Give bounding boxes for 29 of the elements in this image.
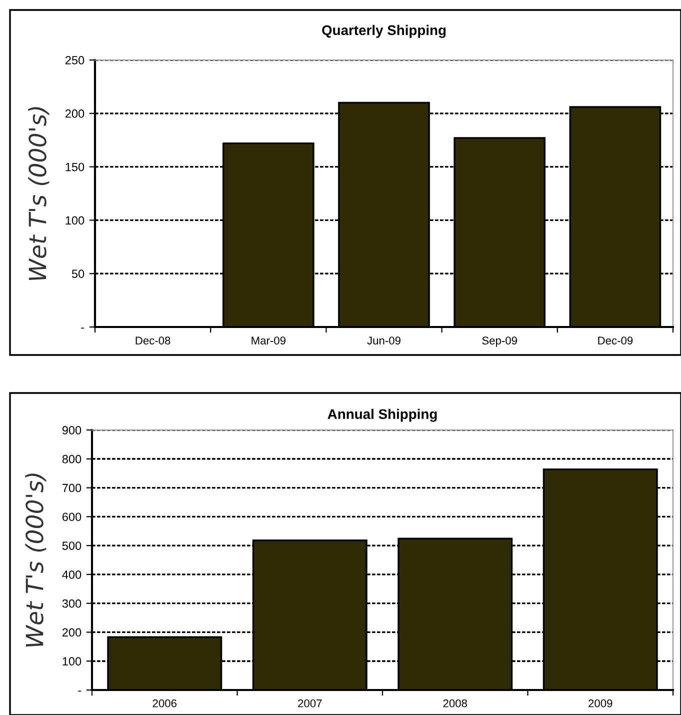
y-tick-label: 700	[62, 484, 82, 492]
y-tick-label: 500	[62, 542, 82, 550]
y-tick-label: 50	[72, 270, 84, 278]
y-tick-label: 200	[65, 109, 84, 118]
x-tick-label: 2007	[298, 699, 322, 708]
y-tick-label: 300	[62, 599, 82, 608]
x-tick-label: Jun-09	[367, 336, 400, 345]
x-tick-label: 2009	[588, 699, 612, 708]
x-tick-label: Dec-08	[136, 336, 170, 345]
y-axis-title: Wet T's (000's)	[28, 107, 50, 280]
y-tick-label: 600	[62, 512, 82, 522]
chart-title: Quarterly Shipping	[322, 24, 446, 38]
x-tick-label: Sep-09	[482, 336, 517, 347]
y-tick-label: 400	[62, 570, 82, 579]
y-tick-label: -	[81, 328, 84, 329]
y-tick-label: 100	[66, 216, 84, 225]
x-tick-label: 2008	[443, 699, 467, 708]
y-axis-title: Wet T's (000's)	[25, 474, 46, 647]
y-tick-label: 900	[62, 426, 82, 434]
x-tick-label: Dec-09	[598, 336, 633, 345]
y-tick-label: 150	[66, 162, 84, 172]
chart-title: Annual Shipping	[328, 408, 437, 422]
y-tick-label: 800	[62, 454, 82, 464]
y-tick-label: 250	[65, 56, 84, 64]
x-tick-label: 2006	[152, 699, 176, 708]
y-tick-label: 100	[62, 657, 82, 666]
x-tick-label: Mar-09	[252, 336, 286, 345]
y-tick-label: -	[78, 690, 82, 692]
y-tick-label: 200	[62, 628, 82, 637]
